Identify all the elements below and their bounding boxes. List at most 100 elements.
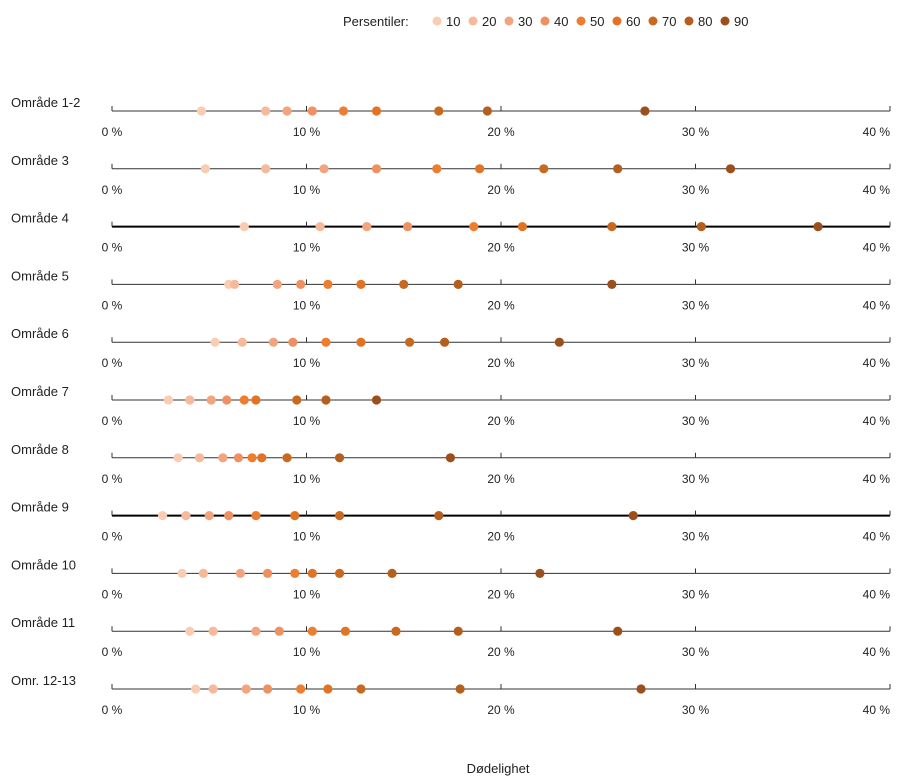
dot-p70 [404, 337, 415, 347]
legend-marker-80 [684, 16, 694, 26]
x-tick-label: 0 % [102, 356, 123, 370]
x-tick-label: 10 % [293, 125, 321, 139]
x-tick-label: 30 % [682, 414, 710, 428]
row-10: Område 11 0 % 10 % 20 % 30 % 40 % [11, 615, 891, 659]
dot-p10 [200, 164, 210, 174]
dot-p70 [391, 626, 401, 636]
dot-p90 [613, 626, 623, 636]
dot-p50 [290, 568, 300, 579]
row-label: Område 7 [11, 384, 69, 399]
dot-p90 [813, 222, 823, 232]
dot-p70 [282, 453, 292, 463]
dot-p30 [251, 626, 261, 636]
legend-label-30: 30 [518, 14, 532, 29]
dot-p30 [272, 279, 282, 289]
x-tick-label: 20 % [487, 645, 515, 659]
dot-p40 [403, 222, 413, 232]
row-label: Område 9 [11, 500, 69, 515]
dot-p80 [321, 395, 331, 405]
x-tick-label: 0 % [102, 645, 123, 659]
x-tick-label: 20 % [487, 241, 515, 255]
legend-label-40: 40 [554, 14, 568, 29]
row-label: Område 11 [11, 615, 75, 630]
dot-p40 [224, 510, 234, 521]
x-tick-label: 10 % [293, 587, 321, 601]
dot-p20 [261, 106, 271, 116]
legend-label-20: 20 [482, 14, 496, 29]
x-tick-label: 0 % [102, 472, 123, 486]
dot-p50 [251, 510, 261, 521]
x-tick-label: 0 % [102, 414, 123, 428]
x-tick-label: 20 % [487, 587, 515, 601]
dot-p40 [307, 106, 317, 116]
dot-p60 [356, 337, 366, 347]
dot-p70 [334, 510, 345, 521]
dot-p30 [241, 684, 251, 694]
x-tick-label: 10 % [293, 645, 321, 659]
dot-p60 [356, 279, 366, 289]
x-tick-label: 0 % [102, 587, 123, 601]
x-tick-label: 10 % [293, 472, 321, 486]
x-tick-label: 10 % [293, 183, 321, 197]
row-7: Område 8 0 % 10 % 20 % 30 % 40 % [11, 442, 891, 486]
dot-p90 [725, 164, 736, 174]
row-label: Område 3 [11, 153, 69, 168]
dot-p60 [307, 568, 317, 579]
dot-p90 [445, 453, 456, 463]
dot-p90 [628, 510, 638, 521]
chart-legend: Persentiler: 10 20 30 40 50 60 70 80 90 [343, 14, 748, 29]
dot-p60 [371, 106, 382, 116]
dot-p10 [210, 337, 220, 347]
legend-label-80: 80 [698, 14, 712, 29]
dot-p50 [307, 626, 317, 636]
x-tick-label: 30 % [682, 183, 710, 197]
x-tick-label: 40 % [863, 414, 891, 428]
row-label: Område 6 [11, 326, 69, 341]
dot-p70 [356, 684, 366, 694]
row-label: Område 1-2 [11, 95, 80, 110]
dot-p90 [371, 395, 382, 405]
x-tick-label: 30 % [682, 587, 710, 601]
dot-p70 [399, 279, 409, 289]
x-tick-label: 20 % [487, 356, 515, 370]
legend-marker-10 [432, 16, 442, 26]
dot-p70 [334, 568, 345, 579]
x-tick-label: 10 % [293, 298, 321, 312]
x-tick-label: 30 % [682, 125, 710, 139]
x-tick-label: 30 % [682, 703, 710, 717]
dot-p70 [607, 222, 617, 232]
row-label: Område 10 [11, 557, 76, 572]
x-tick-label: 40 % [863, 183, 891, 197]
x-tick-label: 0 % [102, 298, 123, 312]
legend-label-70: 70 [662, 14, 676, 29]
dot-p50 [323, 279, 333, 289]
x-tick-label: 0 % [102, 703, 123, 717]
x-tick-label: 10 % [293, 356, 321, 370]
x-tick-label: 40 % [863, 645, 891, 659]
dot-p10 [185, 626, 195, 636]
dot-p60 [290, 510, 300, 521]
dot-p40 [263, 568, 273, 579]
x-tick-label: 20 % [487, 530, 515, 544]
legend-label-90: 90 [734, 14, 748, 29]
x-tick-label: 30 % [682, 241, 710, 255]
x-tick-label: 10 % [293, 241, 321, 255]
dot-p30 [268, 337, 279, 347]
row-label: Område 8 [11, 442, 69, 457]
x-tick-label: 40 % [863, 530, 891, 544]
x-tick-label: 20 % [487, 472, 515, 486]
dot-p10 [239, 222, 249, 232]
dot-p50 [239, 395, 249, 405]
dot-p80 [334, 453, 345, 463]
dot-p10 [157, 510, 168, 521]
row-1: Område 1-2 0 % 10 % 20 % 30 % 40 % [11, 95, 891, 139]
x-tick-label: 40 % [863, 241, 891, 255]
dot-p20 [198, 568, 209, 579]
legend-title: Persentiler: [343, 14, 409, 29]
legend-marker-30 [504, 16, 514, 26]
x-tick-label: 10 % [293, 530, 321, 544]
chart-rows: Område 1-2 0 % 10 % 20 % 30 % 40 % Område 3 0 %… [11, 95, 891, 717]
dot-p20 [194, 453, 205, 463]
x-tick-label: 30 % [682, 356, 710, 370]
